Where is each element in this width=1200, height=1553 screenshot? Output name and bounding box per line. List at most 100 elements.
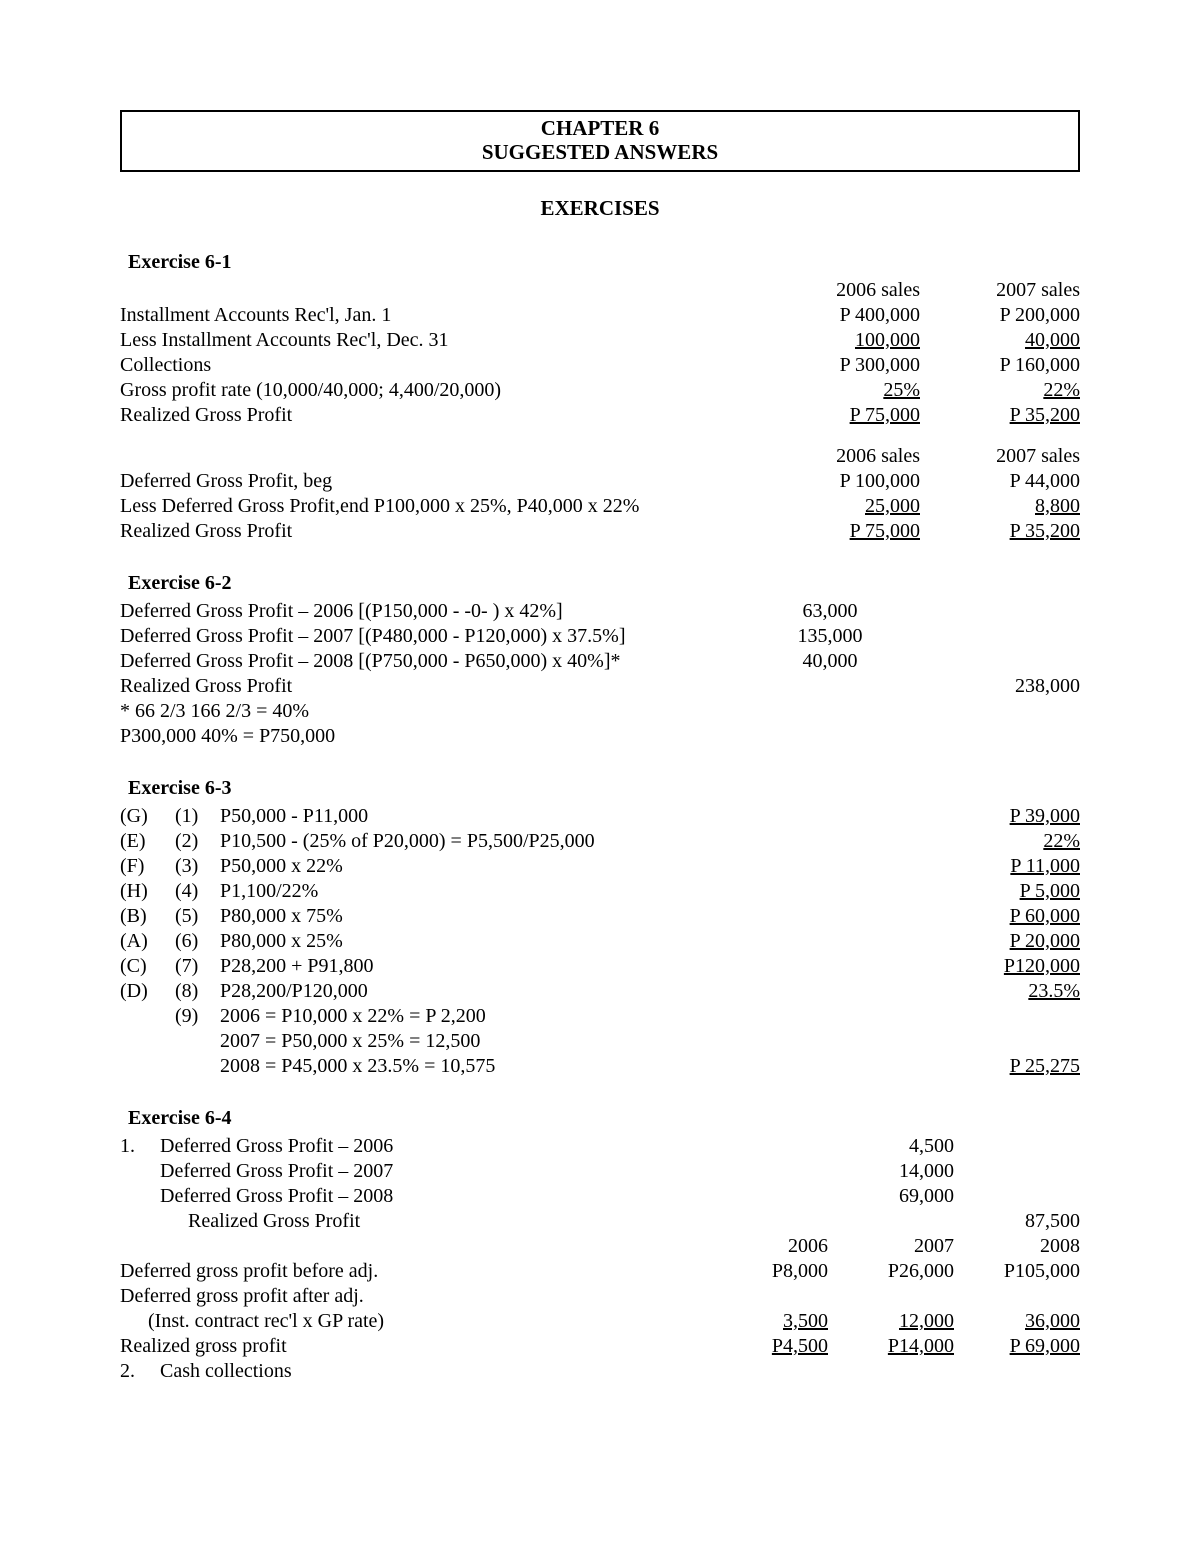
answer: 22%: [960, 829, 1080, 854]
cell: 8,800: [940, 494, 1080, 519]
table-row: (9) 2006 = P10,000 x 22% = P 2,200: [120, 1004, 1080, 1029]
table-row: (C)(7)P28,200 + P91,800P120,000: [120, 954, 1080, 979]
item-number: (6): [175, 929, 220, 954]
table-row: Deferred Gross Profit – 2007 14,000: [120, 1159, 1080, 1184]
cell: P 35,200: [940, 519, 1080, 544]
calc: 2007 = P50,000 x 25% = 12,500: [220, 1029, 960, 1054]
document-page: CHAPTER 6 SUGGESTED ANSWERS EXERCISES Ex…: [0, 0, 1200, 1553]
cell: 40,000: [940, 328, 1080, 353]
cell: 36,000: [970, 1309, 1080, 1334]
tag: (E): [120, 829, 175, 854]
e61-col2-header: 2007 sales: [940, 278, 1080, 303]
row-label: Realized Gross Profit: [160, 1209, 828, 1234]
tag: [120, 1004, 175, 1029]
e63-rows-container: (G)(1)P50,000 - P11,000P 39,000(E)(2)P10…: [120, 804, 1080, 1004]
calc: P80,000 x 75%: [220, 904, 960, 929]
table-row: 1. Deferred Gross Profit – 2006 4,500: [120, 1134, 1080, 1159]
cell: P 69,000: [970, 1334, 1080, 1359]
cell: 63,000: [690, 599, 970, 624]
note-row: * 66 2/3 166 2/3 = 40%: [120, 699, 1080, 724]
tag: (A): [120, 929, 175, 954]
table-row: (Inst. contract rec'l x GP rate) 3,500 1…: [120, 1309, 1080, 1334]
row-label: Deferred gross profit before adj.: [120, 1259, 702, 1284]
row-label: (Inst. contract rec'l x GP rate): [120, 1309, 702, 1334]
table-row: Deferred Gross Profit, beg P 100,000 P 4…: [120, 469, 1080, 494]
item-number: 2.: [120, 1359, 160, 1384]
cell: 25,000: [780, 494, 920, 519]
year-2007: 2007: [844, 1234, 954, 1259]
table-row: Deferred Gross Profit – 2006 [(P150,000 …: [120, 599, 1080, 624]
calc: P10,500 - (25% of P20,000) = P5,500/P25,…: [220, 829, 960, 854]
tag: (F): [120, 854, 175, 879]
table-row: (B)(5)P80,000 x 75%P 60,000: [120, 904, 1080, 929]
year-2006: 2006: [718, 1234, 828, 1259]
row-label: Realized Gross Profit: [120, 674, 690, 699]
cell: P14,000: [844, 1334, 954, 1359]
answer: P 20,000: [960, 929, 1080, 954]
cell: 4,500: [844, 1134, 954, 1159]
cell: P26,000: [844, 1259, 954, 1284]
item-number: (5): [175, 904, 220, 929]
chapter-title-line2: SUGGESTED ANSWERS: [122, 140, 1078, 164]
chapter-title-line1: CHAPTER 6: [122, 116, 1078, 140]
item-number: (4): [175, 879, 220, 904]
calc: 2008 = P45,000 x 23.5% = 10,575: [220, 1054, 960, 1079]
table-row: Realized Gross Profit P 75,000 P 35,200: [120, 403, 1080, 428]
tag: (D): [120, 979, 175, 1004]
answer: 23.5%: [960, 979, 1080, 1004]
answer: P 25,275: [960, 1054, 1080, 1079]
table-row: Less Installment Accounts Rec'l, Dec. 31…: [120, 328, 1080, 353]
table-row: Deferred gross profit after adj.: [120, 1284, 1080, 1309]
table-row: (D)(8)P28,200/P120,000 23.5%: [120, 979, 1080, 1004]
cell: 22%: [940, 378, 1080, 403]
exercise-6-1-title: Exercise 6-1: [128, 251, 1080, 274]
calc: P28,200/P120,000: [220, 979, 960, 1004]
e64-year-header: 2006 2007 2008: [120, 1234, 1080, 1259]
e61b-header-row: 2006 sales 2007 sales: [120, 444, 1080, 469]
table-row: 2. Cash collections: [120, 1359, 1080, 1384]
calc: P50,000 - P11,000: [220, 804, 960, 829]
cell: 3,500: [718, 1309, 828, 1334]
cell: P 300,000: [780, 353, 920, 378]
calc: P28,200 + P91,800: [220, 954, 960, 979]
cell: P105,000: [970, 1259, 1080, 1284]
cell: 14,000: [844, 1159, 954, 1184]
table-row: Gross profit rate (10,000/40,000; 4,400/…: [120, 378, 1080, 403]
exercise-6-2-title: Exercise 6-2: [128, 572, 1080, 595]
table-row: Realized gross profit P4,500 P14,000 P 6…: [120, 1334, 1080, 1359]
calc: 2006 = P10,000 x 22% = P 2,200: [220, 1004, 960, 1029]
tag: (C): [120, 954, 175, 979]
cell: P 100,000: [780, 469, 920, 494]
table-row: (A)(6)P80,000 x 25%P 20,000: [120, 929, 1080, 954]
table-row: Deferred Gross Profit – 2008 69,000: [120, 1184, 1080, 1209]
row-label: Less Installment Accounts Rec'l, Dec. 31: [120, 328, 780, 353]
table-row: Realized Gross Profit 238,000: [120, 674, 1080, 699]
cell: P 75,000: [780, 403, 920, 428]
row-label: Collections: [120, 353, 780, 378]
cell: P4,500: [718, 1334, 828, 1359]
row-label: Deferred Gross Profit – 2007 [(P480,000 …: [120, 624, 690, 649]
answer: P 60,000: [960, 904, 1080, 929]
row-label: Deferred Gross Profit – 2008: [160, 1184, 828, 1209]
row-label: Cash collections: [160, 1359, 1080, 1384]
row-label: Installment Accounts Rec'l, Jan. 1: [120, 303, 780, 328]
table-row: (G)(1)P50,000 - P11,000P 39,000: [120, 804, 1080, 829]
item-number: (3): [175, 854, 220, 879]
cell: 25%: [780, 378, 920, 403]
cell: P 44,000: [940, 469, 1080, 494]
item-number: 1.: [120, 1134, 160, 1159]
table-row: 2008 = P45,000 x 23.5% = 10,575 P 25,275: [120, 1054, 1080, 1079]
row-label: Less Deferred Gross Profit,end P100,000 …: [120, 494, 780, 519]
table-row: Installment Accounts Rec'l, Jan. 1 P 400…: [120, 303, 1080, 328]
cell: 12,000: [844, 1309, 954, 1334]
e61-col1-header: 2006 sales: [780, 278, 920, 303]
cell: P 75,000: [780, 519, 920, 544]
answer: P 11,000: [960, 854, 1080, 879]
exercise-6-3-title: Exercise 6-3: [128, 777, 1080, 800]
calc: P50,000 x 22%: [220, 854, 960, 879]
table-row: (F)(3)P50,000 x 22%P 11,000: [120, 854, 1080, 879]
tag: (G): [120, 804, 175, 829]
cell: P 400,000: [780, 303, 920, 328]
table-row: Deferred gross profit before adj. P8,000…: [120, 1259, 1080, 1284]
table-row: Realized Gross Profit 87,500: [120, 1209, 1080, 1234]
